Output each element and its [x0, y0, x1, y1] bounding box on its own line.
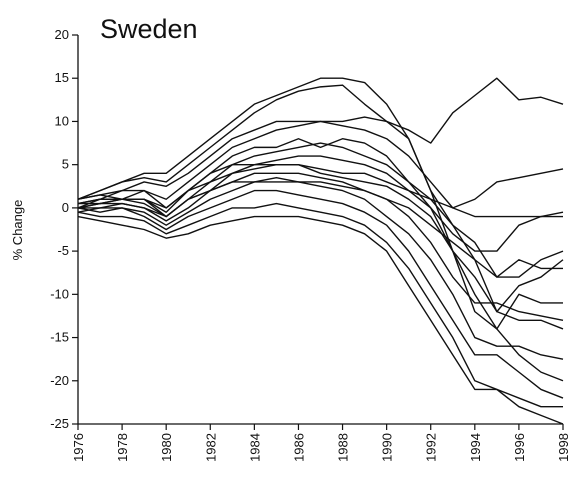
series-line [77, 77, 564, 200]
series-line [77, 202, 563, 408]
x-tick-label: 1990 [380, 433, 395, 462]
x-tick-label: 1976 [71, 433, 86, 462]
series-line [77, 138, 563, 330]
x-tick-label: 1996 [512, 433, 527, 462]
series-line [77, 116, 564, 313]
series-line [78, 155, 564, 252]
x-tick-label: 1980 [159, 433, 174, 462]
series-line [77, 176, 564, 278]
series-line [77, 189, 564, 399]
x-tick-label: 1998 [556, 433, 571, 462]
x-tick-label: 1994 [468, 433, 483, 462]
y-tick-label: 5 [62, 157, 69, 172]
x-tick-label: 1992 [424, 433, 439, 462]
series-line [77, 142, 563, 278]
x-tick-label: 1986 [291, 433, 306, 462]
series-line [78, 163, 564, 330]
y-axis-label: % Change [10, 200, 25, 261]
y-tick-label: 20 [55, 27, 69, 42]
x-tick-label: 1984 [247, 433, 262, 462]
y-tick-label: -5 [57, 243, 69, 258]
y-tick-label: -20 [50, 373, 69, 388]
y-tick-label: -10 [50, 286, 69, 301]
series-line [77, 172, 564, 321]
x-tick-label: 1982 [203, 433, 218, 462]
series-line [77, 77, 564, 382]
y-tick-label: 10 [55, 113, 69, 128]
y-tick-label: 0 [62, 200, 69, 215]
series-line [77, 215, 564, 425]
series-line [77, 181, 564, 360]
chart-title: Sweden [100, 14, 198, 44]
x-tick-label: 1988 [336, 433, 351, 462]
series-line [77, 163, 563, 218]
x-tick-label: 1978 [115, 433, 130, 462]
y-tick-label: -25 [50, 416, 69, 431]
y-tick-label: 15 [55, 70, 69, 85]
y-tick-label: -15 [50, 330, 69, 345]
